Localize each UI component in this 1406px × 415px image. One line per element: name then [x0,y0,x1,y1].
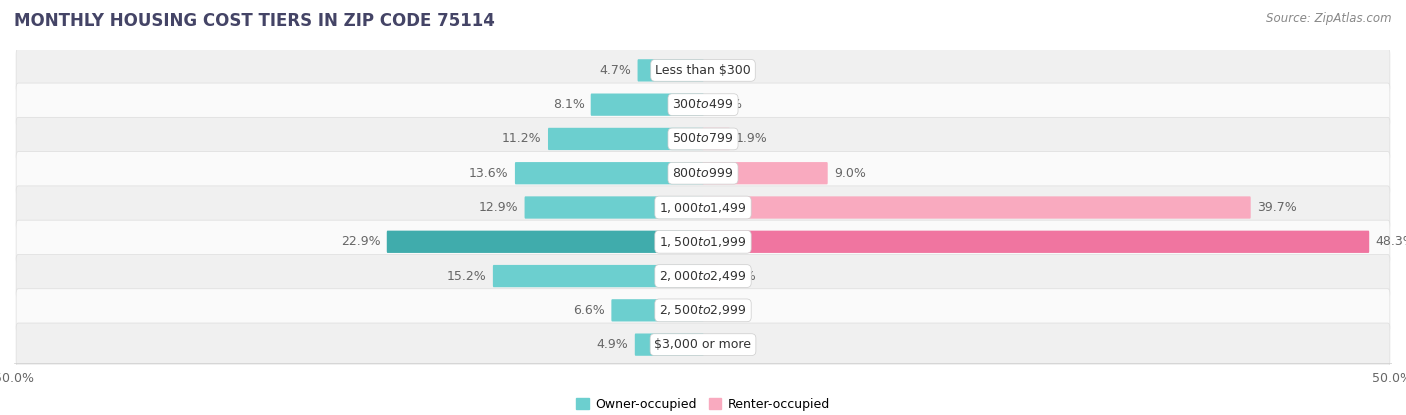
FancyBboxPatch shape [15,289,1391,332]
FancyBboxPatch shape [703,162,828,184]
Text: 4.7%: 4.7% [599,64,631,77]
Text: 0.0%: 0.0% [710,98,742,111]
Text: 0.0%: 0.0% [710,304,742,317]
Text: $500 to $799: $500 to $799 [672,132,734,145]
Text: $1,500 to $1,999: $1,500 to $1,999 [659,235,747,249]
FancyBboxPatch shape [703,128,730,150]
Text: 6.6%: 6.6% [574,304,605,317]
Text: 12.9%: 12.9% [478,201,519,214]
Text: $2,500 to $2,999: $2,500 to $2,999 [659,303,747,317]
FancyBboxPatch shape [591,93,703,116]
FancyBboxPatch shape [15,220,1391,264]
Text: 0.0%: 0.0% [710,64,742,77]
Text: $2,000 to $2,499: $2,000 to $2,499 [659,269,747,283]
Text: 39.7%: 39.7% [1257,201,1296,214]
FancyBboxPatch shape [387,231,703,253]
FancyBboxPatch shape [703,265,718,287]
Text: $300 to $499: $300 to $499 [672,98,734,111]
FancyBboxPatch shape [15,83,1391,126]
FancyBboxPatch shape [634,334,703,356]
FancyBboxPatch shape [703,231,1369,253]
FancyBboxPatch shape [15,254,1391,298]
Text: 15.2%: 15.2% [447,270,486,283]
Text: 22.9%: 22.9% [340,235,381,248]
FancyBboxPatch shape [15,49,1391,92]
FancyBboxPatch shape [524,196,703,219]
Text: 13.6%: 13.6% [470,167,509,180]
Text: 8.1%: 8.1% [553,98,585,111]
Text: Source: ZipAtlas.com: Source: ZipAtlas.com [1267,12,1392,25]
FancyBboxPatch shape [15,117,1391,161]
Text: 11.2%: 11.2% [502,132,541,145]
Text: Less than $300: Less than $300 [655,64,751,77]
Text: 0.0%: 0.0% [710,338,742,351]
FancyBboxPatch shape [637,59,703,81]
FancyBboxPatch shape [15,186,1391,229]
FancyBboxPatch shape [15,151,1391,195]
Legend: Owner-occupied, Renter-occupied: Owner-occupied, Renter-occupied [571,393,835,415]
Text: MONTHLY HOUSING COST TIERS IN ZIP CODE 75114: MONTHLY HOUSING COST TIERS IN ZIP CODE 7… [14,12,495,30]
Text: 4.9%: 4.9% [596,338,628,351]
Text: 9.0%: 9.0% [834,167,866,180]
FancyBboxPatch shape [703,196,1251,219]
Text: 1.1%: 1.1% [725,270,756,283]
Text: $3,000 or more: $3,000 or more [655,338,751,351]
Text: 1.9%: 1.9% [737,132,768,145]
Text: $800 to $999: $800 to $999 [672,167,734,180]
FancyBboxPatch shape [494,265,703,287]
FancyBboxPatch shape [15,323,1391,366]
FancyBboxPatch shape [548,128,703,150]
FancyBboxPatch shape [515,162,703,184]
FancyBboxPatch shape [612,299,703,322]
Text: $1,000 to $1,499: $1,000 to $1,499 [659,200,747,215]
Text: 48.3%: 48.3% [1375,235,1406,248]
